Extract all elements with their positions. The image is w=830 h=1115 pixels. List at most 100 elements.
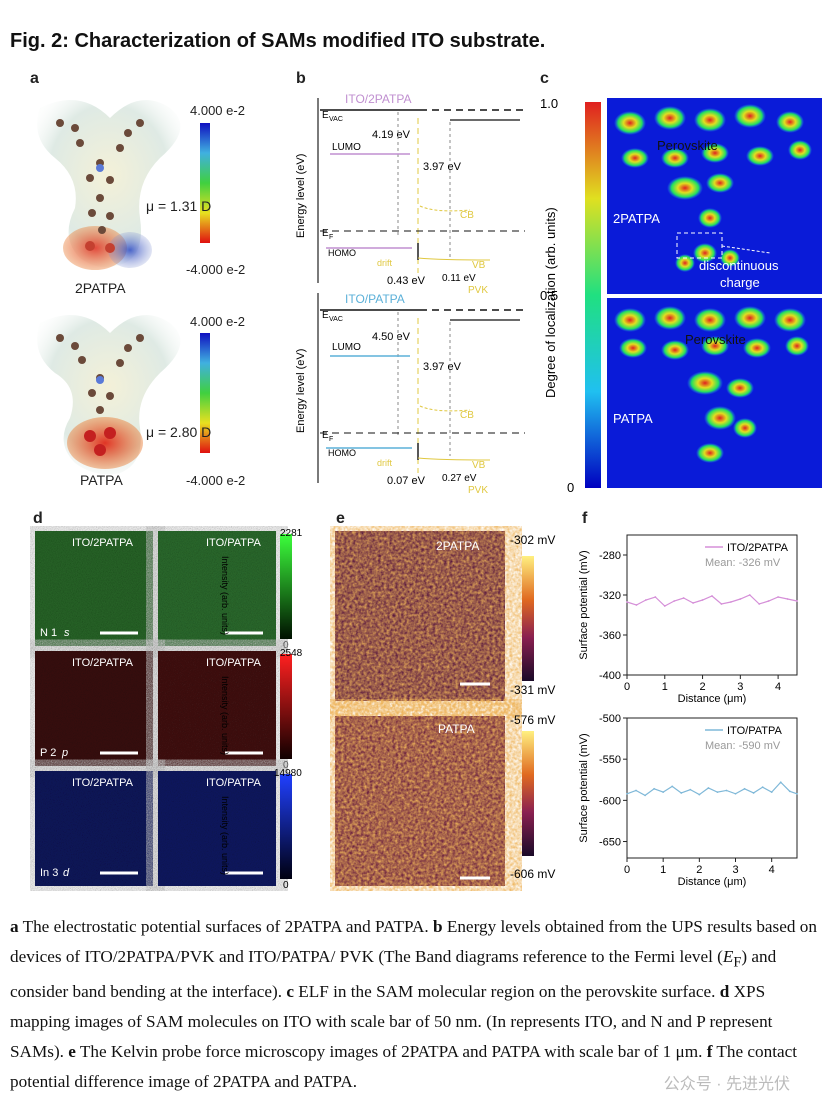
d-row3-right-label: ITO/PATPA — [206, 777, 261, 789]
chart-f1-data-point — [663, 605, 666, 607]
panel-c-note-2: charge — [720, 275, 760, 290]
panel-c-ylabel: Degree of localization (arb. units) — [543, 207, 558, 398]
panel-e-kpfm: 2PATPA -302 mV -331 mV PATPA -576 mV -60… — [335, 531, 555, 886]
e-bottom-max: -576 mV — [510, 713, 555, 727]
d-row2-left-label: ITO/2PATPA — [72, 657, 134, 669]
chart-f2-xtick-label: 3 — [732, 864, 738, 876]
chart-f2-xtick-label: 2 — [696, 864, 702, 876]
panel-b-ef-bottom: E — [322, 430, 329, 441]
panel-c-tick-mid: 0.5 — [540, 288, 558, 303]
panel-b-ef-top: E — [322, 228, 329, 239]
d-row1-cbar-label: Intensity (arb. units) — [220, 556, 230, 635]
panel-b-pvk-top: PVK — [468, 285, 488, 296]
d-row3-cbar-label: Intensity (arb. units) — [220, 796, 230, 875]
panel-b-offset-bottom: 0.07 eV — [387, 475, 426, 487]
d-row3-orbital: d — [63, 867, 70, 879]
panel-b-ef-sub-top: F — [329, 234, 333, 241]
chart-f1-data-point — [701, 599, 704, 601]
chart-f2-data-point — [716, 791, 719, 794]
panel-b-title-bottom: ITO/PATPA — [345, 292, 405, 306]
chart-f1-data-point — [758, 603, 761, 605]
chart-f2-ytick-label: -500 — [599, 713, 621, 725]
d-row3-element: In 3 — [40, 867, 58, 879]
esp-colorbar-bottom — [200, 333, 210, 453]
panel-b-vb-top: VB — [472, 260, 486, 271]
chart-f2-data-point — [743, 787, 746, 790]
chart-f1-data-point — [673, 600, 676, 602]
panel-c-tick-min: 0 — [567, 480, 574, 493]
chart-f2-data-point — [635, 789, 637, 792]
caption-b-bold: b — [432, 917, 443, 936]
chart-f1-data-point — [729, 601, 732, 603]
chart-f2-data-point — [788, 790, 791, 793]
chart-f1-data-point — [720, 603, 723, 605]
chart-f2-data-point — [770, 791, 773, 794]
d-row2-cbar-label: Intensity (arb. units) — [220, 676, 230, 755]
e-top-max: -302 mV — [510, 533, 555, 547]
chart-f1-data-point — [796, 600, 798, 602]
molecule-name-2patpa: 2PATPA — [75, 280, 126, 296]
esp-max-label-top: 4.000 e-2 — [190, 103, 245, 118]
panel-b-wf-top: 4.19 eV — [372, 129, 411, 141]
chart-f1-data-point — [739, 598, 742, 600]
e-top-label: 2PATPA — [436, 539, 479, 553]
dipole-2patpa: μ = 1.31 D — [146, 198, 212, 214]
panel-b-evac-bottom: E — [322, 310, 329, 321]
panel-b-bend-bottom: 0.27 eV — [442, 473, 477, 484]
chart-f2-data-point — [752, 792, 755, 794]
d-row3-max: 14980 — [274, 768, 302, 779]
panel-label-b: b — [296, 70, 306, 87]
chart-f2-data-point — [680, 792, 683, 794]
chart-f1-data-point — [786, 598, 789, 600]
esp-min-label-bottom: -4.000 e-2 — [186, 473, 246, 488]
panel-b-evac-top: E — [322, 110, 329, 121]
figure-caption: a The electrostatic potential surfaces o… — [10, 912, 825, 1097]
chart-f1-ylabel: Surface potential (mV) — [578, 550, 590, 659]
chart-f1-data-point — [767, 600, 770, 602]
caption-c-bold: c — [286, 982, 294, 1002]
panel-c-sam-bottom: PATPA — [613, 411, 653, 426]
chart-f2-xtick-label: 4 — [769, 864, 775, 876]
d-row2-right-label: ITO/PATPA — [206, 657, 261, 669]
panel-c-note-1: discontinuous — [699, 258, 779, 273]
chart-f1-xtick-label: 3 — [737, 681, 743, 693]
chart-f2-data-point — [689, 788, 692, 791]
e-top-min: -331 mV — [510, 683, 555, 697]
chart-f1-data-point — [692, 602, 695, 604]
chart-f1-xtick-label: 2 — [699, 681, 705, 693]
chart-f2-xtick-label: 1 — [660, 864, 666, 876]
esp-min-label-top: -4.000 e-2 — [186, 262, 246, 277]
chart-f2-data-point — [671, 785, 674, 788]
molecule-2patpa-surface — [37, 100, 181, 270]
chart-f2-data-point — [761, 786, 764, 789]
chart-f1-xtick-label: 4 — [775, 681, 781, 693]
panel-label-f: f — [582, 510, 588, 527]
caption-a-text: The electrostatic potential surfaces of … — [18, 917, 433, 936]
chart-f2-data-point — [779, 781, 782, 784]
panel-b-lumo-bottom: LUMO — [332, 342, 361, 353]
chart-f1-data-point — [644, 599, 647, 601]
panel-b-wf-bottom: 4.50 eV — [372, 331, 411, 343]
chart-f1-data-point — [682, 597, 685, 599]
chart-f1-legend-label: ITO/2PATPA — [727, 542, 789, 554]
chart-f1-frame — [626, 534, 798, 676]
d-row2-orbital: p — [61, 747, 68, 759]
panel-b-ylabel-top: Energy level (eV) — [295, 154, 307, 238]
panel-c-perovskite-top: Perovskite — [657, 138, 718, 153]
panel-b-homo-top: HOMO — [328, 248, 356, 258]
d-row1-min: 0 — [283, 640, 289, 651]
chart-f2-data-point — [734, 792, 737, 795]
panel-b-pvk-bottom: PVK — [468, 485, 488, 496]
d-row1-right-label: ITO/PATPA — [206, 537, 261, 549]
panel-label-d: d — [33, 510, 43, 527]
chart-f1-data-point — [777, 596, 780, 598]
chart-f2-ytick-label: -600 — [599, 795, 621, 807]
d-row3-left-label: ITO/2PATPA — [72, 777, 134, 789]
watermark-text: 公众号 · 先进光伏 — [663, 1076, 790, 1093]
chart-f2-ytick-label: -550 — [599, 754, 621, 766]
chart-f2-data-point — [698, 793, 701, 796]
esp-colorbar-top — [200, 123, 210, 243]
chart-f2-data-point — [662, 791, 665, 794]
chart-f1-data-point — [711, 595, 713, 597]
panel-b-vb-bottom: VB — [472, 460, 486, 471]
